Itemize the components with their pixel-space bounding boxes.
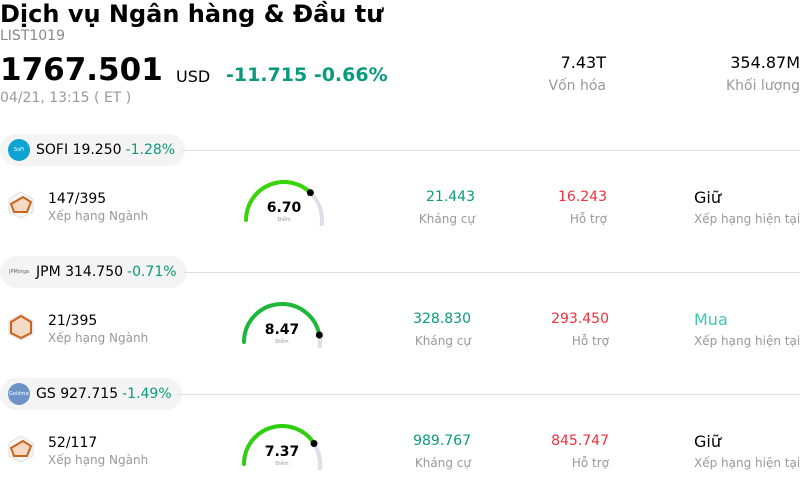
industry-rank: 147/395 Xếp hạng Ngành [48, 191, 148, 223]
radar-icon [8, 191, 34, 219]
support: 845.747 Hỗ trợ [489, 433, 609, 470]
ticker: GS [36, 386, 56, 402]
current-rating: Giữ Xếp hạng hiện tại [694, 432, 800, 470]
stock-chip-jpm[interactable]: JPMorgan Chase JPM 314.750-0.71% [0, 256, 187, 288]
timestamp: 04/21, 13:15 ( ET ) [0, 90, 132, 106]
gauge-marker [315, 331, 323, 339]
rating-value: Mua [694, 310, 728, 329]
currency: USD [176, 67, 211, 86]
score-label: Điểm [275, 339, 289, 345]
ticker: SOFI [36, 142, 69, 158]
score-label: Điểm [275, 461, 289, 467]
radar-icon [8, 313, 34, 341]
rating-value: Giữ [694, 188, 721, 207]
gauge-fill [242, 302, 322, 344]
support-label: Hỗ trợ [571, 456, 609, 470]
company-logo: JPMorgan Chase [8, 261, 30, 283]
volume: 354.87M Khối lượng [640, 53, 800, 94]
stock-change: -0.71% [127, 264, 177, 280]
gauge-fill [242, 424, 317, 466]
rank-label: Xếp hạng Ngành [48, 209, 149, 223]
current-rating: Giữ Xếp hạng hiện tại [694, 188, 800, 226]
score-gauge: 6.70 Điểm [242, 180, 326, 235]
score-value: 7.37 [264, 444, 300, 460]
logo-text: JPMorgan Chase [9, 269, 29, 275]
current-rating: Mua Xếp hạng hiện tại [694, 310, 800, 348]
resistance: 328.830 Kháng cự [351, 311, 471, 348]
gauge-marker [310, 440, 318, 448]
stock-change: -1.28% [125, 142, 176, 158]
market-cap-label: Vốn hóa [548, 78, 606, 94]
rank-label: Xếp hạng Ngành [48, 453, 149, 467]
resistance-label: Kháng cự [418, 212, 475, 226]
support-value: 293.450 [551, 311, 609, 327]
gauge-marker [306, 189, 314, 197]
volume-value: 354.87M [730, 53, 800, 72]
divider [184, 272, 800, 273]
stock-price: 927.715 [60, 386, 119, 402]
rating-label: Xếp hạng hiện tại [694, 334, 800, 348]
ticker: JPM [36, 264, 61, 280]
support-label: Hỗ trợ [571, 334, 609, 348]
industry-rank: 52/117 Xếp hạng Ngành [48, 435, 148, 467]
volume-label: Khối lượng [725, 78, 800, 94]
score-gauge: 8.47 Điểm [240, 302, 324, 357]
market-cap: 7.43T Vốn hóa [446, 53, 606, 94]
market-cap-value: 7.43T [560, 53, 606, 72]
logo-text: SoFi [13, 147, 25, 153]
stock-price: 19.250 [72, 142, 122, 158]
support: 293.450 Hỗ trợ [489, 311, 609, 348]
index-price: 1767.501 [0, 52, 163, 88]
logo-text: Goldman Sachs [9, 391, 29, 397]
resistance: 989.767 Kháng cự [351, 433, 471, 470]
rating-label: Xếp hạng hiện tại [694, 456, 800, 470]
stock-chip-sofi[interactable]: SoFi SOFI 19.250 -1.28% [0, 134, 186, 166]
rating-label: Xếp hạng hiện tại [694, 212, 800, 226]
support-value: 845.747 [551, 433, 609, 449]
stock-change: -1.49% [122, 386, 172, 402]
index-change: -11.715 -0.66% [226, 64, 388, 86]
score-label: Điểm [277, 217, 291, 223]
resistance-value: 328.830 [413, 311, 471, 327]
gauge-arc [244, 180, 324, 235]
rank-value: 21/395 [48, 313, 98, 329]
rank-value: 147/395 [48, 191, 107, 207]
score-value: 6.70 [266, 200, 302, 216]
gauge-arc [242, 424, 322, 479]
resistance-value: 989.767 [413, 433, 471, 449]
score-gauge: 7.37 Điểm [240, 424, 324, 479]
resistance-label: Kháng cự [414, 456, 471, 470]
gauge-fill [244, 180, 313, 222]
score-value: 8.47 [264, 322, 300, 338]
resistance: 21.443 Kháng cự [355, 189, 475, 226]
page-title: Dịch vụ Ngân hàng & Đầu tư [0, 0, 384, 28]
stock-chip-gs[interactable]: Goldman Sachs GS 927.715-1.49% [0, 378, 182, 410]
divider [182, 150, 800, 151]
support: 16.243 Hỗ trợ [487, 189, 607, 226]
support-value: 16.243 [558, 189, 607, 205]
rank-label: Xếp hạng Ngành [48, 331, 149, 345]
rating-value: Giữ [694, 432, 721, 451]
industry-rank: 21/395 Xếp hạng Ngành [48, 313, 148, 345]
company-logo: SoFi [8, 139, 30, 161]
company-logo: Goldman Sachs [8, 383, 30, 405]
resistance-value: 21.443 [426, 189, 475, 205]
rank-value: 52/117 [48, 435, 98, 451]
list-code: LIST1019 [0, 28, 65, 44]
resistance-label: Kháng cự [414, 334, 471, 348]
divider [178, 394, 800, 395]
radar-icon [8, 435, 34, 463]
gauge-arc [242, 302, 323, 357]
support-label: Hỗ trợ [569, 212, 607, 226]
stock-price: 314.750 [65, 264, 124, 280]
